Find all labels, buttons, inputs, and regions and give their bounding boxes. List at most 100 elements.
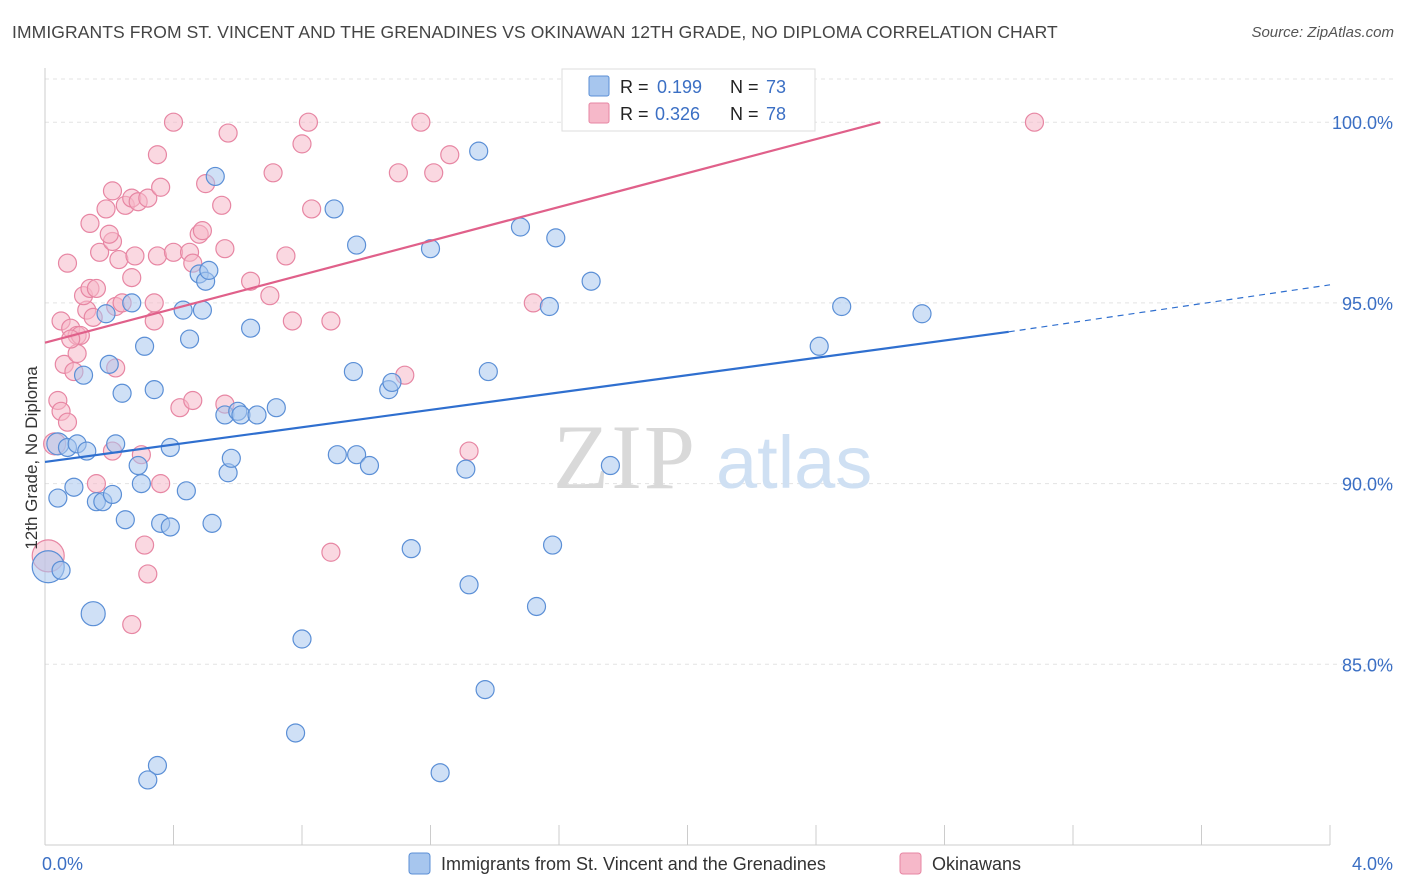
stats-r-label-blue: R = [620, 77, 649, 97]
watermark: ZIP atlas [553, 406, 872, 508]
point-immigrants-53 [478, 361, 498, 382]
legend-label-pink: Okinawans [932, 854, 1021, 874]
point-immigrants-24 [112, 383, 132, 403]
y-tick-label-2: 95.0% [1342, 294, 1393, 314]
point-immigrants-14 [128, 455, 148, 476]
point-okinawans-24 [125, 246, 145, 266]
legend-label-blue: Immigrants from St. Vincent and the Gren… [441, 854, 826, 874]
watermark-zip: ZIP [553, 406, 697, 508]
point-immigrants-34 [199, 260, 219, 280]
stats-r-value-pink: 0.326 [655, 104, 700, 124]
point-immigrants-42 [324, 199, 344, 219]
stats-n-value-blue: 73 [766, 77, 786, 97]
okinawans-points [31, 112, 1045, 635]
stats-n-label-pink: N = [730, 104, 759, 124]
axes [44, 68, 1331, 846]
point-immigrants-15 [131, 474, 151, 494]
point-immigrants-70 [809, 336, 829, 356]
point-immigrants-2 [80, 601, 106, 627]
x-tick-label-start: 0.0% [42, 854, 83, 874]
point-okinawans-54 [298, 112, 319, 132]
point-immigrants-26 [144, 380, 164, 400]
point-immigrants-66 [285, 723, 306, 743]
y-tick-label-3: 100.0% [1332, 113, 1393, 133]
stats-r-label-pink: R = [620, 104, 649, 124]
point-immigrants-68 [138, 770, 158, 790]
legend-swatch-blue [408, 852, 431, 875]
point-immigrants-59 [581, 271, 601, 291]
point-immigrants-64 [401, 539, 421, 559]
point-okinawans-35 [163, 112, 184, 132]
point-immigrants-55 [510, 217, 531, 237]
point-okinawans-47 [218, 123, 238, 143]
point-okinawans-32 [138, 188, 158, 208]
point-immigrants-46 [359, 455, 380, 476]
point-immigrants-13 [115, 510, 135, 530]
point-immigrants-51 [456, 459, 476, 479]
point-immigrants-62 [475, 679, 495, 700]
point-immigrants-11 [102, 484, 123, 505]
point-immigrants-41 [205, 166, 225, 187]
point-okinawans-72 [134, 535, 155, 555]
point-okinawans-34 [147, 145, 168, 165]
point-immigrants-44 [327, 445, 347, 465]
point-okinawans-25 [80, 213, 100, 233]
svg-immigrants-points [31, 141, 932, 790]
point-okinawans-67 [151, 474, 171, 494]
point-okinawans-26 [96, 199, 116, 219]
point-immigrants-69 [832, 296, 852, 317]
x-tick-label-end: 4.0% [1352, 854, 1393, 874]
point-immigrants-52 [459, 575, 479, 595]
point-immigrants-31 [122, 293, 142, 313]
point-immigrants-21 [221, 448, 241, 468]
point-okinawans-33 [151, 177, 171, 197]
point-immigrants-19 [202, 513, 222, 533]
point-immigrants-23 [99, 354, 119, 374]
point-immigrants-22 [73, 365, 94, 385]
stats-swatch-pink [588, 102, 610, 124]
point-immigrants-25 [134, 336, 155, 356]
y-tick-label-1: 90.0% [1342, 475, 1393, 495]
point-immigrants-50 [420, 239, 441, 259]
point-immigrants-37 [231, 405, 251, 425]
stats-swatch-blue [588, 75, 610, 97]
source-label: Source: ZipAtlas.com [1251, 24, 1394, 41]
point-okinawans-73 [138, 564, 158, 584]
point-okinawans-65 [183, 390, 203, 411]
point-okinawans-4 [57, 412, 78, 432]
point-okinawans-37 [144, 311, 164, 331]
point-okinawans-43 [192, 221, 213, 241]
trend-lines [44, 121, 1331, 464]
point-okinawans-30 [102, 181, 123, 201]
point-immigrants-38 [247, 405, 267, 425]
point-okinawans-23 [109, 249, 129, 270]
point-okinawans-16 [86, 278, 107, 299]
point-okinawans-63 [523, 293, 543, 313]
point-okinawans-75 [321, 542, 341, 562]
point-immigrants-1 [51, 560, 71, 580]
point-immigrants-60 [600, 455, 621, 476]
point-okinawans-27 [99, 224, 119, 244]
stats-box: R = 0.199 N = 73 R = 0.326 N = 78 [561, 68, 816, 132]
watermark-atlas: atlas [716, 421, 872, 504]
point-immigrants-12 [106, 434, 126, 454]
chart-title: IMMIGRANTS FROM ST. VINCENT AND THE GREN… [12, 22, 1058, 42]
point-okinawans-69 [86, 474, 107, 494]
point-immigrants-30 [96, 304, 116, 324]
stats-r-value-blue: 0.199 [657, 77, 702, 97]
point-okinawans-20 [57, 253, 78, 273]
point-immigrants-65 [292, 629, 312, 649]
stats-n-value-pink: 78 [766, 104, 786, 124]
point-immigrants-43 [343, 361, 363, 382]
point-immigrants-47 [347, 235, 367, 255]
point-okinawans-53 [292, 134, 312, 154]
point-immigrants-27 [179, 329, 200, 349]
point-okinawans-45 [212, 195, 232, 215]
y-tick-label-0: 85.0% [1342, 655, 1393, 675]
point-okinawans-60 [424, 163, 444, 183]
y-tick-labels: 85.0% 90.0% 95.0% 100.0% [1332, 113, 1393, 675]
point-okinawans-36 [144, 293, 164, 313]
point-immigrants-63 [430, 763, 450, 783]
point-okinawans-77 [61, 329, 81, 349]
